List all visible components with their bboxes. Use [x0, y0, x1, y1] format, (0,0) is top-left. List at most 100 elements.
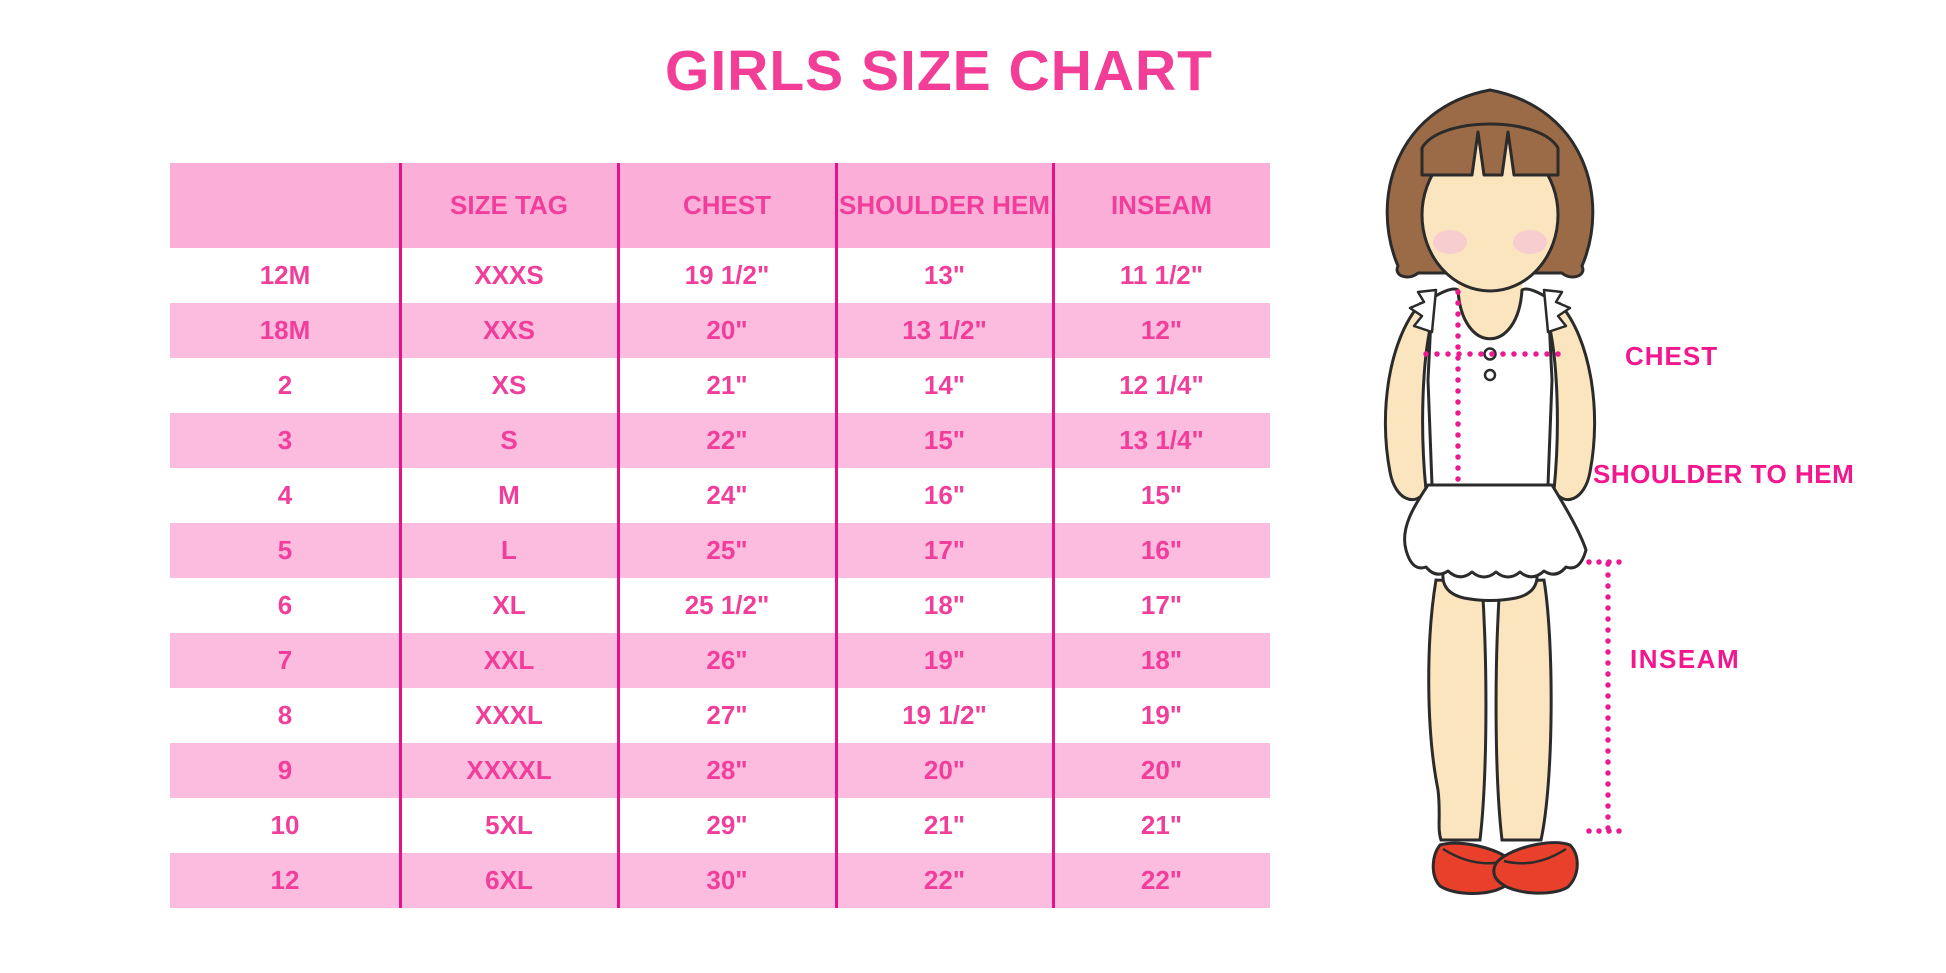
column-separator: [617, 163, 620, 908]
table-cell: 18": [1140, 645, 1183, 675]
table-cell: 16": [923, 480, 966, 510]
table-cell: 13 1/2": [902, 315, 987, 345]
column-separator: [399, 163, 402, 908]
table-row: 4 M 24" 16" 15": [170, 468, 1270, 523]
table-cell: 5: [277, 535, 293, 565]
table-cell: 20": [706, 315, 748, 345]
table-cell: XS: [491, 370, 527, 400]
ruffle-left: [1408, 288, 1438, 334]
table-cell: 20": [923, 755, 966, 785]
table-cell: 22": [706, 425, 748, 455]
table-cell: 14": [923, 370, 966, 400]
table-cell: L: [501, 535, 517, 565]
table-cell: 6XL: [485, 865, 533, 895]
size-chart-table: SIZE TAG CHEST SHOULDER HEM INSEAM 12M XX…: [170, 163, 1270, 908]
table-cell: 26": [706, 645, 748, 675]
arm-left: [1383, 301, 1434, 502]
table-cell: 4: [277, 480, 293, 510]
table-cell: 3: [277, 425, 293, 455]
ruffle-right: [1542, 288, 1572, 334]
table-cell: 8: [277, 700, 293, 730]
table-row: 10 5XL 29" 21" 21": [170, 798, 1270, 853]
table-cell: 12": [1140, 315, 1183, 345]
table-cell: 29": [706, 810, 748, 840]
table-cell: 18": [923, 590, 966, 620]
table-row: 6 XL 25 1/2" 18" 17": [170, 578, 1270, 633]
page-title: GIRLS SIZE CHART: [664, 39, 1214, 103]
shoulder-to-hem-label: SHOULDER TO HEM: [1593, 459, 1855, 489]
table-cell: S: [500, 425, 518, 455]
arm-right: [1546, 301, 1597, 502]
girl-illustration: [1383, 88, 1623, 895]
table-cell: 22": [1140, 865, 1183, 895]
table-cell: 12 1/4": [1119, 370, 1204, 400]
table-cell: 19": [923, 645, 966, 675]
table-cell: 19": [1140, 700, 1183, 730]
table-row: 12 6XL 30" 22" 22": [170, 853, 1270, 908]
table-cell: 24": [706, 480, 748, 510]
table-cell: M: [498, 480, 520, 510]
table-cell: 22": [923, 865, 966, 895]
table-cell: 15": [1140, 480, 1183, 510]
table-cell: XXS: [482, 315, 536, 345]
leg-right: [1494, 578, 1553, 842]
leg-left: [1427, 578, 1488, 842]
table-cell: 21": [1140, 810, 1183, 840]
table-cell: 25 1/2": [684, 590, 770, 620]
table-row: 8 XXXL 27" 19 1/2" 19": [170, 688, 1270, 743]
table-cell: XXXS: [474, 260, 544, 290]
bangs: [1420, 122, 1560, 177]
table-cell: XXXXL: [466, 755, 552, 785]
table-cell: 17": [1140, 590, 1183, 620]
table-cell: 30": [706, 865, 748, 895]
table-cell: 9: [277, 755, 293, 785]
table-cell: 20": [1140, 755, 1183, 785]
table-cell: 18M: [259, 315, 311, 345]
column-separator: [835, 163, 838, 908]
table-cell: 13": [923, 260, 966, 290]
header-cell-chest: CHEST: [682, 190, 772, 220]
header-cell-size-tag: SIZE TAG: [450, 190, 568, 220]
blush-left: [1433, 230, 1467, 254]
table-row: 18M XXS 20" 13 1/2" 12": [170, 303, 1270, 358]
header-cell-inseam: INSEAM: [1110, 190, 1213, 220]
table-row: 12M XXXS 19 1/2" 13" 11 1/2": [170, 248, 1270, 303]
table-cell: 10: [270, 810, 300, 840]
shoe-right-strap: [1503, 847, 1567, 865]
table-cell: XL: [492, 590, 526, 620]
column-separator: [1052, 163, 1055, 908]
table-row: 9 XXXXL 28" 20" 20": [170, 743, 1270, 798]
table-row: 5 L 25" 17" 16": [170, 523, 1270, 578]
table-row: 2 XS 21" 14" 12 1/4": [170, 358, 1270, 413]
table-cell: 16": [1140, 535, 1183, 565]
table-cell: XXXL: [475, 700, 543, 730]
table-cell: 19 1/2": [902, 700, 987, 730]
table-cell: 21": [706, 370, 748, 400]
table-cell: 15": [923, 425, 966, 455]
table-cell: XXL: [483, 645, 535, 675]
table-cell: 13 1/4": [1119, 425, 1204, 455]
table-cell: 12M: [259, 260, 311, 290]
table-header-row: SIZE TAG CHEST SHOULDER HEM INSEAM: [170, 163, 1270, 248]
table-cell: 25": [706, 535, 748, 565]
table-body: 12M XXXS 19 1/2" 13" 11 1/2" 18M XXS 20" 13 1/2"…: [170, 248, 1270, 908]
table-cell: 7: [277, 645, 293, 675]
chest-label: CHEST: [1625, 341, 1719, 371]
table-cell: 17": [923, 535, 966, 565]
table-cell: 5XL: [485, 810, 533, 840]
table-row: 3 S 22" 15" 13 1/4": [170, 413, 1270, 468]
table-cell: 27": [706, 700, 748, 730]
table-cell: 6: [277, 590, 293, 620]
table-cell: 11 1/2": [1119, 260, 1204, 290]
table-cell: 28": [706, 755, 748, 785]
table-cell: 19 1/2": [684, 260, 770, 290]
button-bottom: [1483, 368, 1497, 382]
inseam-label: INSEAM: [1630, 644, 1741, 674]
blush-right: [1513, 230, 1547, 254]
table-cell: 21": [923, 810, 966, 840]
header-cell-shoulder-hem: SHOULDER HEM: [839, 190, 1050, 220]
table-row: 7 XXL 26" 19" 18": [170, 633, 1270, 688]
table-cell: 12: [270, 865, 300, 895]
skirt: [1403, 483, 1588, 579]
